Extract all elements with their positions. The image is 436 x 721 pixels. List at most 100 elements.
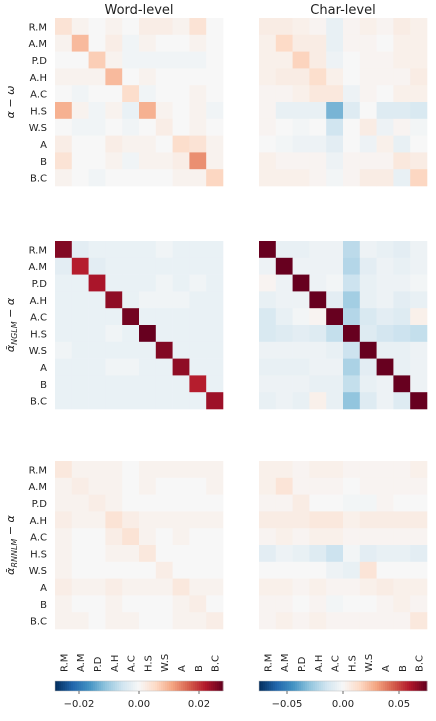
colorbar-segment (129, 681, 132, 691)
heatmap-cell (275, 341, 293, 359)
heatmap-cell (88, 241, 106, 259)
heatmap-cell (206, 68, 224, 86)
heatmap-cell (105, 85, 123, 103)
heatmap-cell (55, 18, 73, 36)
heatmap-cell (393, 325, 411, 343)
colorbar-segment (183, 681, 186, 691)
heatmap-cell (259, 102, 277, 120)
colorbar-segment (133, 681, 136, 691)
heatmap-cell (122, 545, 140, 563)
heatmap-cell (359, 545, 377, 563)
x-tick-label: B.C (415, 655, 426, 672)
heatmap-cell (393, 392, 411, 410)
heatmap-cell (189, 612, 207, 630)
heatmap-cell (122, 494, 140, 512)
heatmap-cell (292, 595, 310, 613)
heatmap-cell (359, 561, 377, 579)
heatmap-cell (259, 375, 277, 393)
colorbar-segment (77, 681, 80, 691)
heatmap-cell (410, 511, 428, 529)
heatmap-cell (393, 528, 411, 546)
colorbar-segment (69, 681, 72, 691)
heatmap-cell (359, 135, 377, 153)
heatmap-cell (122, 308, 140, 326)
y-tick-label: B (40, 380, 47, 391)
heatmap-cell (376, 561, 394, 579)
heatmap-cell (393, 68, 411, 86)
row-label-0: α − ω (4, 86, 17, 119)
heatmap-cell (122, 51, 140, 69)
heatmap-cell (71, 511, 89, 529)
heatmap-cell (172, 595, 190, 613)
heatmap-cell (309, 274, 327, 292)
colorbar-segment (279, 681, 282, 691)
heatmap-cell (359, 34, 377, 52)
heatmap-cell (326, 102, 344, 120)
colorbar-segment (273, 681, 276, 691)
heatmap-cell (189, 152, 207, 170)
x-tick-label: H.S (143, 655, 154, 672)
colorbar-segment (277, 681, 280, 691)
colorbar-segment (297, 681, 300, 691)
heatmap-cell (359, 511, 377, 529)
heatmap-cell (172, 561, 190, 579)
heatmap-cell (326, 341, 344, 359)
heatmap-cell (88, 511, 106, 529)
heatmap-cell (359, 341, 377, 359)
heatmap-cell (326, 375, 344, 393)
heatmap-cell (359, 68, 377, 86)
heatmap-cell (105, 308, 123, 326)
heatmap-cell (105, 494, 123, 512)
colorbar-segment (409, 681, 412, 691)
heatmap-cell (105, 118, 123, 136)
heatmap-cell (309, 118, 327, 136)
heatmap-cell (259, 274, 277, 292)
heatmap-cell (88, 274, 106, 292)
colorbar-segment (191, 681, 194, 691)
heatmap-cell (359, 477, 377, 495)
heatmap-cell (88, 477, 106, 495)
heatmap-cell (155, 392, 173, 410)
colorbar-segment (211, 681, 214, 691)
colorbar-segment (343, 681, 346, 691)
heatmap-cell (55, 169, 73, 187)
heatmap-cell (105, 561, 123, 579)
heatmap-cell (122, 257, 140, 275)
heatmap-cell (292, 392, 310, 410)
heatmap-cell (292, 341, 310, 359)
heatmap-cell (122, 85, 140, 103)
heatmap-cell (105, 291, 123, 309)
heatmap-cell (172, 102, 190, 120)
heatmap-cell (309, 494, 327, 512)
heatmap-cell (71, 358, 89, 376)
heatmap-cell (275, 308, 293, 326)
colorbar-segment (367, 681, 370, 691)
colorbar-segment (287, 681, 290, 691)
heatmap-cell (309, 511, 327, 529)
heatmap-cell (309, 18, 327, 36)
heatmap-cell (189, 135, 207, 153)
colorbar-segment (199, 681, 202, 691)
heatmap-cell (105, 325, 123, 343)
heatmap-cell (343, 257, 361, 275)
colorbar-segment (353, 681, 356, 691)
y-tick-label: A (40, 363, 47, 374)
x-tick-label: A.M (76, 654, 87, 672)
colorbar-segment (107, 681, 110, 691)
heatmap-cell (155, 34, 173, 52)
heatmap-cell (410, 257, 428, 275)
heatmap-cell (71, 135, 89, 153)
heatmap-cell (105, 477, 123, 495)
colorbar-segment (81, 681, 84, 691)
heatmap-cell (275, 257, 293, 275)
heatmap-cell (105, 545, 123, 563)
heatmap-cell (275, 612, 293, 630)
heatmap-cell (359, 18, 377, 36)
heatmap-cell (172, 612, 190, 630)
heatmap-cell (259, 461, 277, 479)
colorbar-segment (143, 681, 146, 691)
heatmap-cell (122, 118, 140, 136)
heatmap-cell (359, 291, 377, 309)
heatmap-cell (343, 68, 361, 86)
